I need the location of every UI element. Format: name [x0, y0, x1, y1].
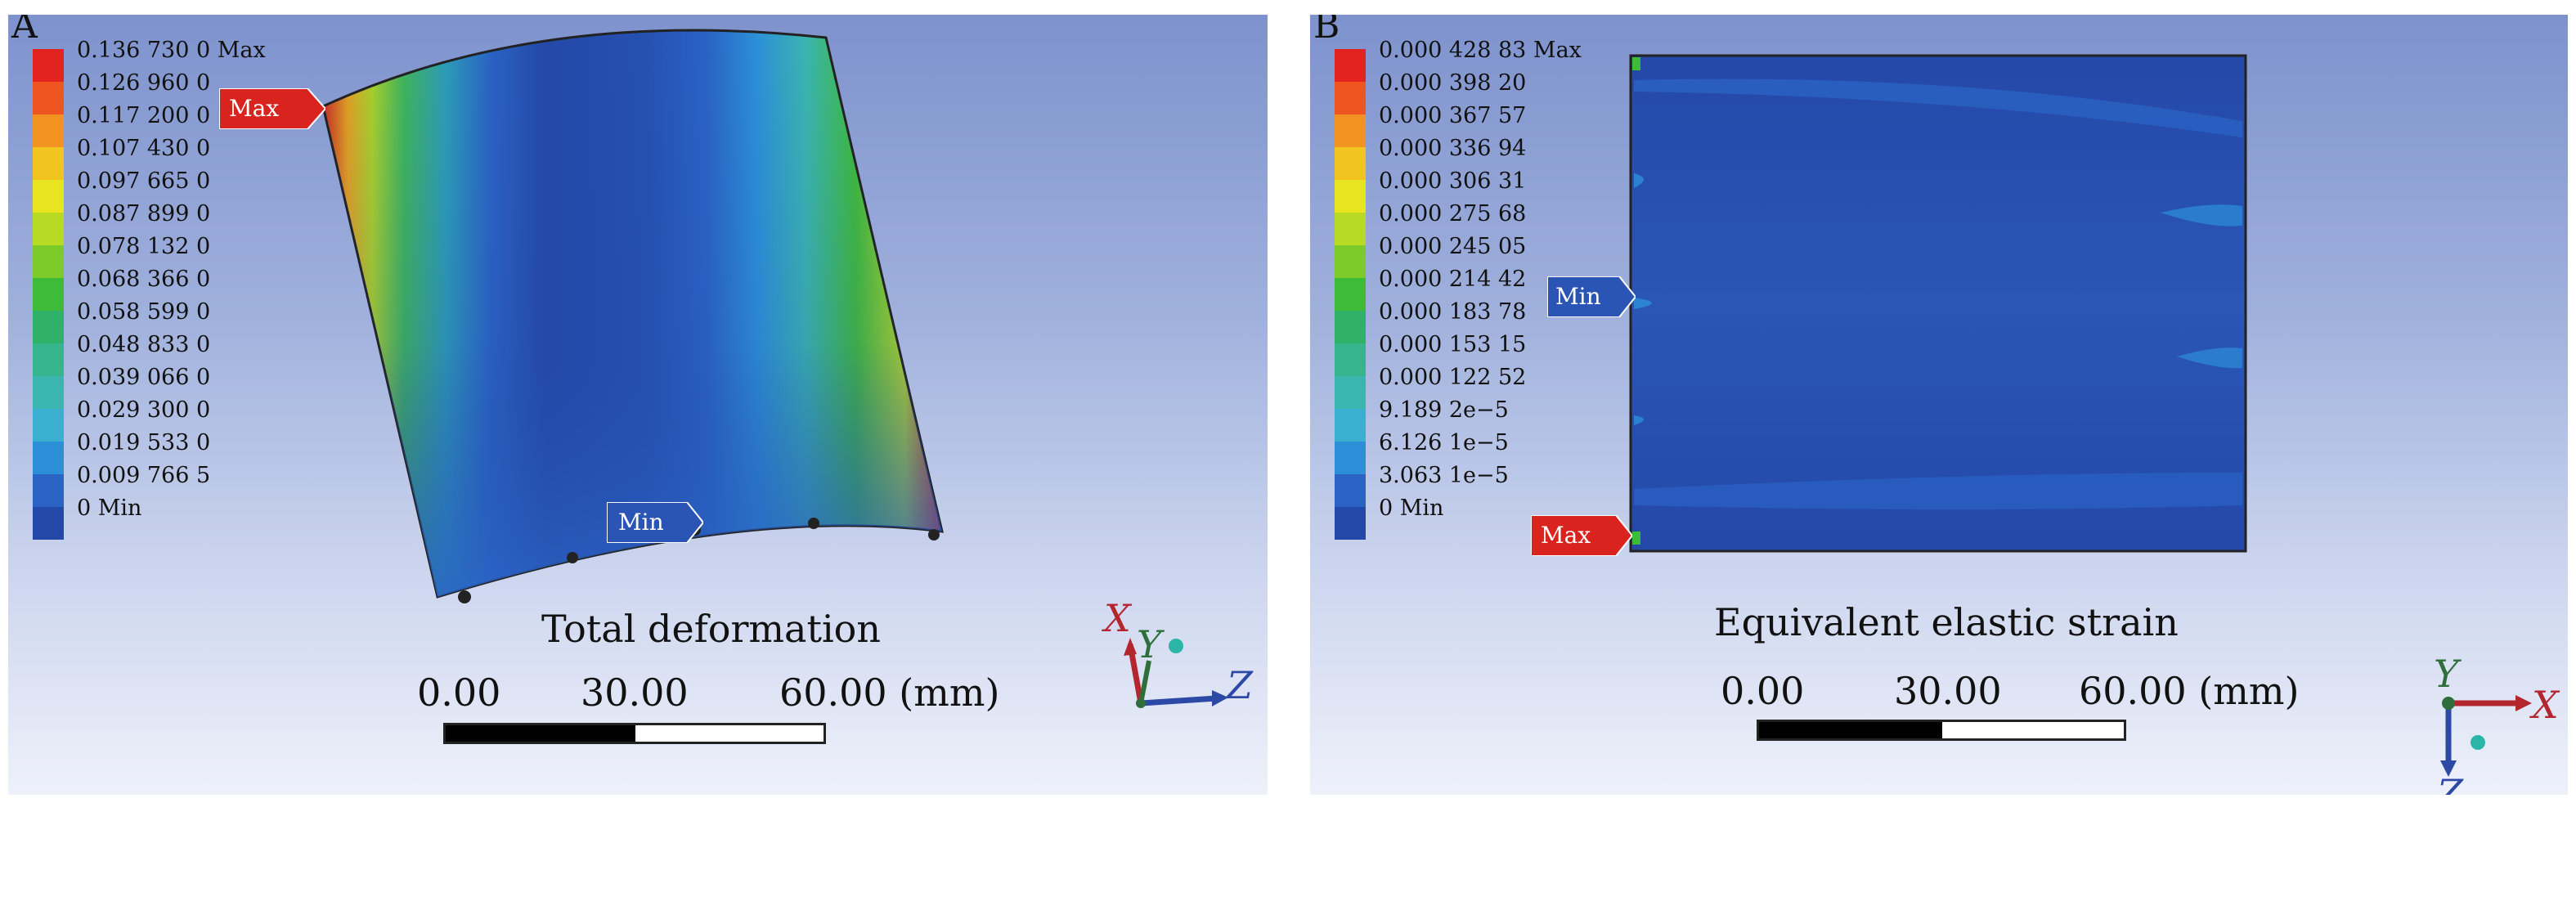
axis-x-label: X — [1102, 596, 1133, 640]
legend-label: 0.048 833 0 — [77, 332, 211, 357]
legend-label: 0.068 366 0 — [77, 267, 211, 292]
legend-swatch — [1335, 311, 1366, 343]
legend-swatch — [33, 474, 64, 507]
legend-label: 0.000 122 52 — [1379, 365, 1527, 390]
scale-tick-0: 0.00 — [1721, 669, 1805, 713]
legend-swatch — [33, 82, 64, 114]
legend-swatch — [1335, 245, 1366, 278]
scale-tick-30: 30.00 — [581, 671, 689, 715]
legend-swatch — [33, 49, 64, 82]
legend-label: 0 Min — [1379, 496, 1444, 521]
legend-swatch — [1335, 409, 1366, 442]
min-marker: Min — [607, 502, 703, 543]
panel-equivalent-strain: B 0.000 428 83 Max 0.000 398 20 0.000 36… — [1310, 15, 2568, 795]
legend-label: 0.107 430 0 — [77, 136, 211, 161]
scale-bar — [443, 723, 826, 744]
axis-triad — [1124, 638, 1228, 708]
deformation-model — [321, 29, 944, 603]
legend-swatch — [33, 311, 64, 343]
legend-label: 0.029 300 0 — [77, 397, 211, 423]
legend-swatch — [33, 343, 64, 376]
legend-label: 0.126 960 0 — [77, 70, 211, 96]
legend-swatch — [1335, 343, 1366, 376]
legend-swatch — [33, 442, 64, 474]
legend-swatch — [33, 147, 64, 180]
legend-swatch — [1335, 278, 1366, 311]
legend-label: 0.087 899 0 — [77, 201, 211, 227]
legend-swatch — [33, 507, 64, 540]
legend-label: 0.000 336 94 — [1379, 136, 1527, 161]
legend-swatch — [33, 114, 64, 147]
caption: Equivalent elastic strain — [1714, 600, 2179, 644]
legend-swatch — [1335, 49, 1366, 82]
legend-swatch — [1335, 147, 1366, 180]
min-marker: Min — [1547, 276, 1636, 317]
max-marker: Max — [1531, 515, 1632, 556]
strain-model — [1629, 54, 2247, 553]
legend-label: 0.000 153 15 — [1379, 332, 1527, 357]
axis-z-label: Z — [2435, 771, 2464, 795]
legend-label: 0.009 766 5 — [77, 463, 211, 488]
legend-label: 0.000 183 78 — [1379, 299, 1527, 325]
max-marker: Max — [219, 88, 325, 129]
legend-label: 0.058 599 0 — [77, 299, 211, 325]
legend-label: 6.126 1e−5 — [1379, 430, 1509, 455]
legend-swatch — [33, 245, 64, 278]
legend-label: 0.000 367 57 — [1379, 103, 1527, 128]
legend-swatch — [33, 278, 64, 311]
scale-tick-60: 60.00 (mm) — [2079, 669, 2300, 713]
legend-label: 0.019 533 0 — [77, 430, 211, 455]
axis-x-label: X — [2529, 683, 2560, 727]
legend-swatch — [33, 180, 64, 213]
legend-swatch — [1335, 474, 1366, 507]
legend-swatch — [1335, 180, 1366, 213]
legend-label: 3.063 1e−5 — [1379, 463, 1509, 488]
axis-z-label: Z — [1225, 663, 1254, 707]
legend-label: 0.039 066 0 — [77, 365, 211, 390]
legend-label: 0.000 275 68 — [1379, 201, 1527, 227]
legend-label: 9.189 2e−5 — [1379, 397, 1509, 423]
legend-label: 0.136 730 0 Max — [77, 38, 266, 63]
legend-label: 0.000 306 31 — [1379, 168, 1527, 194]
legend-label: 0.000 428 83 Max — [1379, 38, 1582, 63]
legend-swatch — [1335, 82, 1366, 114]
legend-swatch — [1335, 507, 1366, 540]
legend-swatch — [1335, 376, 1366, 409]
legend-label: 0.000 245 05 — [1379, 234, 1527, 259]
legend-label: 0.097 665 0 — [77, 168, 211, 194]
scale-tick-60: 60.00 (mm) — [779, 671, 1000, 715]
axis-triad — [2440, 695, 2532, 777]
legend-label: 0.078 132 0 — [77, 234, 211, 259]
legend-label: 0 Min — [77, 496, 142, 521]
axis-y-label: Y — [2434, 652, 2462, 696]
scale-tick-30: 30.00 — [1894, 669, 2002, 713]
legend-swatch — [1335, 213, 1366, 245]
legend-swatch — [1335, 442, 1366, 474]
legend-label: 0.117 200 0 — [77, 103, 211, 128]
legend-swatch — [1335, 114, 1366, 147]
scale-tick-0: 0.00 — [417, 671, 501, 715]
caption: Total deformation — [541, 607, 881, 651]
legend-label: 0.000 214 42 — [1379, 267, 1527, 292]
legend-label: 0.000 398 20 — [1379, 70, 1527, 96]
panel-label: A — [11, 15, 38, 47]
panel-label: B — [1313, 15, 1340, 47]
panel-total-deformation: A 0.136 730 0 Max 0.126 960 0 0.117 200 … — [8, 15, 1268, 795]
axis-y-label: Y — [1137, 622, 1165, 666]
legend-swatch — [33, 376, 64, 409]
scale-bar — [1757, 720, 2126, 741]
legend-swatch — [33, 409, 64, 442]
legend-swatch — [33, 213, 64, 245]
